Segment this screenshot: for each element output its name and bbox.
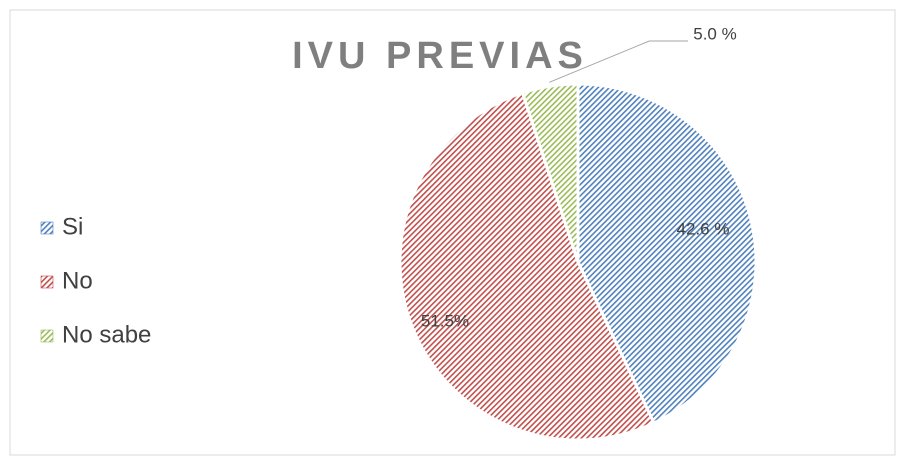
- pie-slice: [398, 90, 656, 442]
- data-label: 5.0 %: [693, 24, 736, 43]
- legend-label: No: [62, 267, 93, 294]
- leader-line: [549, 40, 688, 83]
- pie-slice: [576, 82, 758, 425]
- pie-slice: [520, 82, 580, 263]
- legend-swatch: [40, 329, 54, 343]
- data-label: 51.5%: [421, 311, 469, 330]
- chart-title: IVU PREVIAS: [292, 35, 588, 77]
- legend-swatch: [40, 275, 54, 289]
- data-label: 42.6 %: [677, 219, 730, 238]
- legend-swatch: [40, 221, 54, 235]
- legend-label: No sabe: [62, 321, 151, 348]
- legend-label: Si: [62, 213, 83, 240]
